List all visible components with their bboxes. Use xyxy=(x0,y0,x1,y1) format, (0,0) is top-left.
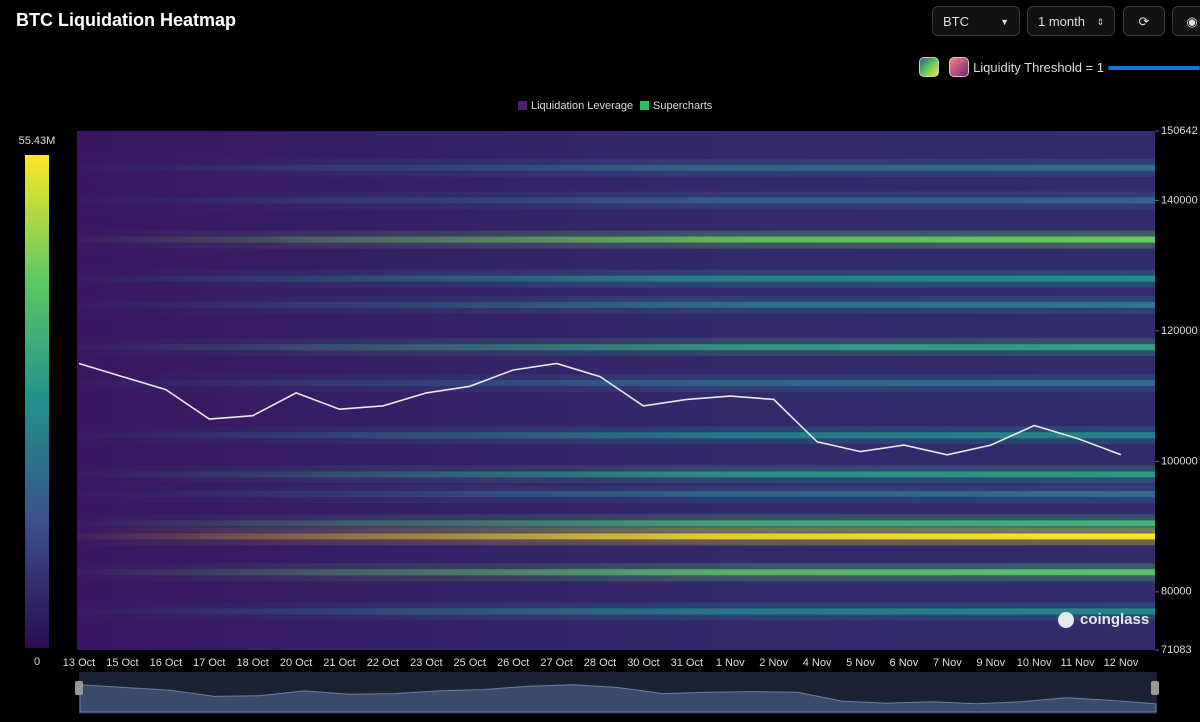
color-scheme-1[interactable] xyxy=(919,57,939,77)
x-tick-label: 18 Oct xyxy=(236,657,268,669)
range: 1 month xyxy=(1038,14,1085,29)
color-scheme-2[interactable] xyxy=(949,57,969,77)
x-tick-label: 13 Oct xyxy=(63,657,95,669)
x-tick-label: 28 Oct xyxy=(584,657,616,669)
x-tick-label: 5 Nov xyxy=(846,657,875,669)
colorbar-max-label: 55.43M xyxy=(19,135,56,147)
x-tick-label: 22 Oct xyxy=(367,657,399,669)
y-tick-label: 120000 xyxy=(1161,325,1198,337)
x-tick-label: 31 Oct xyxy=(671,657,703,669)
x-tick-label: 12 Nov xyxy=(1104,657,1139,669)
x-tick-label: 21 Oct xyxy=(323,657,355,669)
range-select[interactable]: 1 month ⇕ xyxy=(1027,6,1115,36)
y-tick-label: 100000 xyxy=(1161,455,1198,467)
x-tick-label: 16 Oct xyxy=(150,657,182,669)
navigator-handle-right xyxy=(1151,681,1159,695)
x-tick-label: 1 Nov xyxy=(716,657,745,669)
navigator-area xyxy=(79,684,1157,713)
legend-label: Liquidation Leverage xyxy=(531,100,633,112)
watermark-logo xyxy=(1058,612,1074,628)
heatmap-fade xyxy=(77,131,1155,650)
colorbar xyxy=(25,155,49,648)
x-tick-label: 27 Oct xyxy=(540,657,572,669)
x-tick-label: 4 Nov xyxy=(803,657,832,669)
x-tick-label: 7 Nov xyxy=(933,657,962,669)
threshold-slider[interactable] xyxy=(1108,66,1200,70)
navigator-handle-left xyxy=(75,681,83,695)
y-tick-label: 150642 xyxy=(1161,125,1198,137)
x-tick-label: 6 Nov xyxy=(890,657,919,669)
y-tick-label: 80000 xyxy=(1161,586,1192,598)
colorbar-min-label: 0 xyxy=(34,656,40,668)
page-title: BTC Liquidation Heatmap xyxy=(16,10,236,30)
x-tick-label: 11 Nov xyxy=(1061,657,1096,669)
x-tick-label: 10 Nov xyxy=(1017,657,1052,669)
x-tick-label: 25 Oct xyxy=(454,657,486,669)
symbol: BTC xyxy=(943,14,969,29)
legend-swatch xyxy=(640,101,649,110)
x-tick-label: 17 Oct xyxy=(193,657,225,669)
x-tick-label: 9 Nov xyxy=(976,657,1005,669)
x-tick-label: 20 Oct xyxy=(280,657,312,669)
legend-swatch xyxy=(518,101,527,110)
screenshot-button[interactable]: ◉ xyxy=(1172,6,1200,36)
y-tick-label: 140000 xyxy=(1161,194,1198,206)
x-tick-label: 2 Nov xyxy=(759,657,788,669)
x-tick-label: 23 Oct xyxy=(410,657,442,669)
threshold-label: Liquidity Threshold = 1 xyxy=(973,60,1104,75)
price-line xyxy=(78,362,1122,456)
x-tick-label: 26 Oct xyxy=(497,657,529,669)
symbol-select[interactable]: BTC ▼ xyxy=(932,6,1020,36)
x-tick-label: 15 Oct xyxy=(106,657,138,669)
y-tick-label: 71083 xyxy=(1161,644,1192,656)
legend-label: Supercharts xyxy=(653,100,713,112)
watermark: coinglass xyxy=(1080,611,1149,628)
refresh-button[interactable]: ⟳ xyxy=(1123,6,1165,36)
x-tick-label: 30 Oct xyxy=(627,657,659,669)
